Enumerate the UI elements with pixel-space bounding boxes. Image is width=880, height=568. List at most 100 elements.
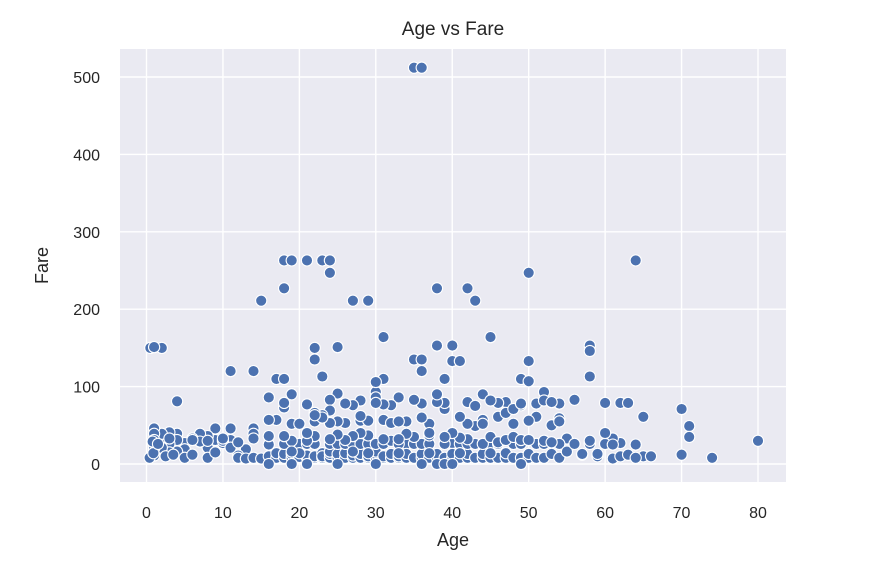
data-point [522, 375, 535, 388]
data-point [323, 266, 337, 279]
data-point [209, 422, 222, 435]
data-point [186, 433, 199, 447]
data-point [262, 391, 275, 404]
y-tick-label: 300 [73, 225, 100, 242]
y-tick-label: 200 [73, 302, 100, 319]
data-point [262, 429, 275, 443]
data-point [377, 330, 390, 344]
x-tick-label: 80 [749, 505, 767, 522]
data-point [514, 457, 528, 471]
data-point [293, 417, 306, 430]
data-point [568, 437, 581, 451]
data-point [683, 419, 696, 433]
data-point [637, 410, 650, 423]
x-tick-label: 10 [214, 505, 232, 522]
data-point [308, 353, 321, 366]
data-point [354, 409, 367, 423]
data-point [262, 413, 275, 427]
data-point [583, 344, 596, 358]
data-point [216, 432, 230, 445]
data-point [453, 447, 467, 460]
data-point [362, 447, 375, 460]
data-point [484, 394, 497, 407]
data-point [369, 375, 382, 389]
data-point [438, 430, 451, 444]
data-point [316, 370, 329, 383]
data-point [560, 445, 574, 458]
x-tick-label: 30 [367, 505, 385, 522]
data-point [186, 448, 199, 461]
data-point [369, 457, 382, 471]
data-point [576, 447, 589, 461]
data-point [591, 447, 604, 461]
data-point [377, 433, 390, 446]
data-point [407, 393, 421, 406]
data-point [453, 410, 467, 423]
data-point [262, 457, 275, 471]
data-point [629, 254, 642, 267]
data-point [583, 370, 596, 383]
data-point [415, 353, 428, 366]
data-point [232, 436, 245, 449]
y-tick-label: 400 [73, 147, 100, 164]
x-tick-label: 20 [290, 505, 308, 522]
data-point [430, 339, 444, 352]
data-point [285, 254, 298, 267]
data-point [514, 397, 528, 410]
x-tick-label: 0 [142, 505, 151, 522]
data-point [461, 417, 474, 430]
data-point [553, 415, 566, 428]
y-tick-labels: 0 100 200 300 400 500 [73, 70, 100, 474]
data-point [331, 340, 344, 354]
data-point [446, 339, 459, 352]
data-point [247, 432, 260, 445]
data-point [629, 451, 642, 464]
data-point [522, 266, 535, 279]
data-point [277, 396, 291, 410]
data-point [438, 372, 451, 386]
data-point [522, 414, 535, 427]
data-point [675, 402, 688, 416]
y-tick-label: 100 [73, 380, 100, 397]
data-point [476, 417, 489, 430]
data-point [453, 354, 467, 368]
data-point [224, 422, 237, 435]
data-point [583, 434, 596, 447]
x-tick-label: 70 [673, 505, 691, 522]
data-point [621, 396, 635, 410]
data-point [277, 372, 291, 386]
data-point [392, 391, 405, 404]
x-tick-label: 60 [596, 505, 614, 522]
y-axis-label: Fare [32, 247, 52, 284]
data-point [369, 396, 382, 410]
data-point [151, 437, 165, 451]
data-point [331, 457, 344, 471]
data-point [170, 395, 184, 408]
data-point [255, 294, 268, 307]
x-axis-label: Age [437, 530, 469, 550]
data-point [629, 438, 642, 451]
data-point [446, 457, 459, 471]
data-point [163, 432, 176, 445]
data-point [308, 409, 321, 422]
grid [120, 49, 786, 482]
data-point [392, 415, 405, 428]
data-points [143, 61, 765, 471]
x-tick-labels: 0 10 20 30 40 50 60 70 80 [142, 505, 767, 522]
data-point [392, 447, 405, 460]
chart-title: Age vs Fare [402, 19, 504, 40]
data-point [209, 446, 222, 459]
data-point [300, 457, 314, 471]
data-point [476, 437, 489, 451]
data-point [598, 396, 612, 410]
data-point [545, 395, 558, 409]
data-point [675, 448, 688, 461]
data-point [423, 447, 436, 460]
data-point [545, 436, 558, 449]
data-point [300, 254, 314, 267]
data-point [285, 445, 298, 458]
data-point [606, 438, 619, 451]
y-tick-label: 0 [91, 457, 100, 474]
data-point [522, 433, 535, 447]
data-point [644, 450, 658, 463]
